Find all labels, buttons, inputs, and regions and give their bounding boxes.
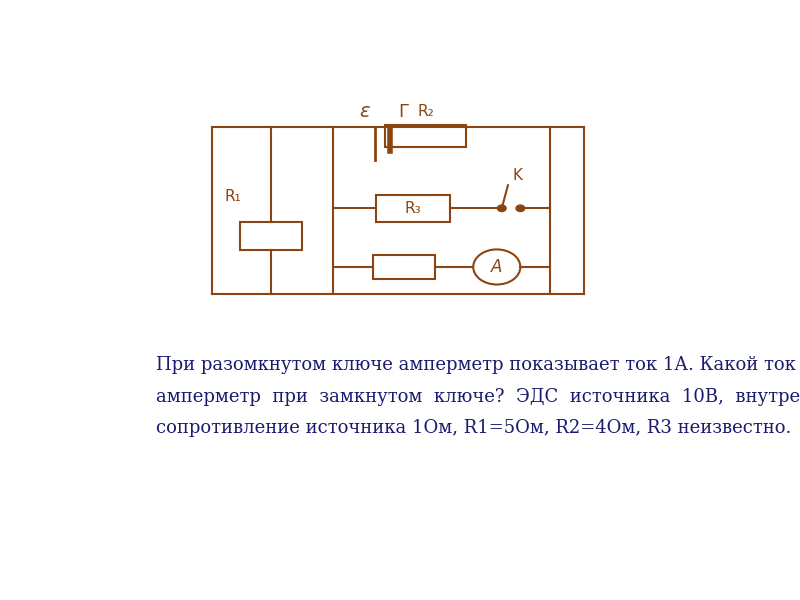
Circle shape	[474, 250, 520, 284]
Bar	[386, 125, 466, 148]
Text: ε: ε	[359, 101, 370, 121]
Bar	[373, 256, 435, 278]
Text: R₁: R₁	[224, 189, 241, 204]
Text: амперметр  при  замкнутом  ключе?  ЭДС  источника  10В,  внутреннее: амперметр при замкнутом ключе? ЭДС источ…	[156, 388, 800, 406]
Text: K: K	[512, 168, 522, 183]
Text: R₃: R₃	[405, 201, 422, 216]
Text: сопротивление источника 1Ом, R1=5Ом, R2=4Ом, R3 неизвестно.: сопротивление источника 1Ом, R1=5Ом, R2=…	[156, 419, 791, 437]
Text: A: A	[491, 258, 502, 276]
Text: R₂: R₂	[417, 104, 434, 119]
Bar	[239, 222, 302, 250]
Circle shape	[516, 205, 525, 212]
Text: При разомкнутом ключе амперметр показывает ток 1А. Какой ток покажет: При разомкнутом ключе амперметр показыва…	[156, 356, 800, 374]
Text: Г: Г	[398, 103, 410, 121]
Bar	[376, 195, 450, 221]
Circle shape	[498, 205, 506, 212]
